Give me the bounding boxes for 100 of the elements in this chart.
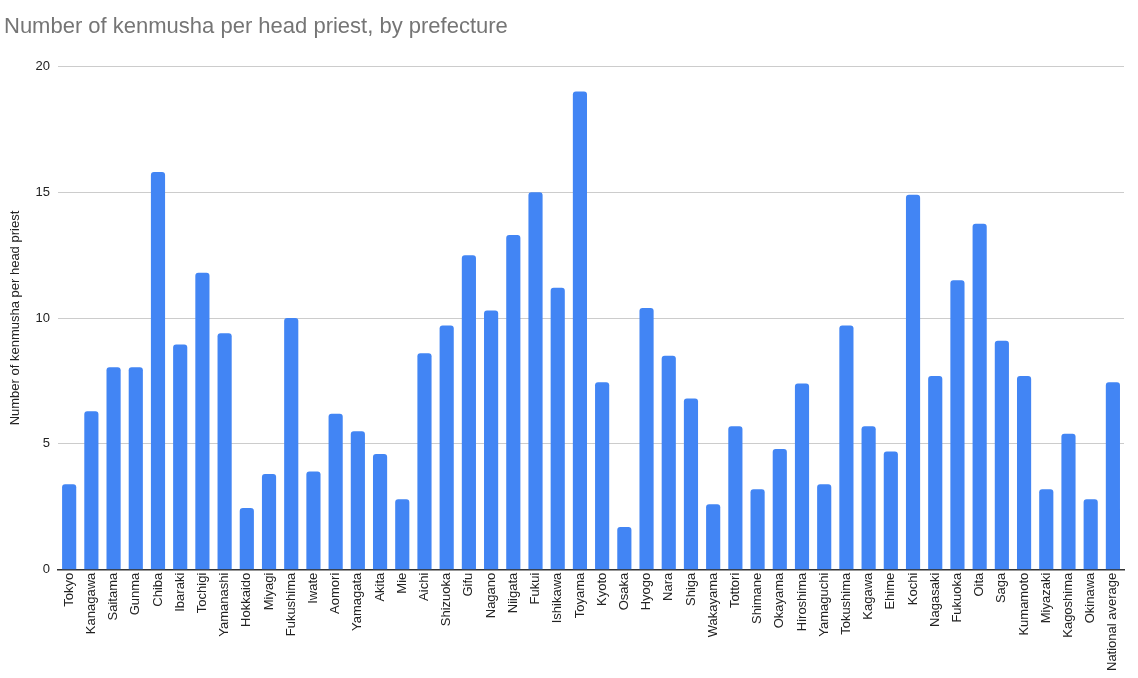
x-tick-label: Osaka	[615, 571, 631, 611]
bar	[572, 91, 588, 570]
x-tick-label: Kochi	[904, 572, 920, 606]
x-tick-label: Wakayama	[704, 571, 720, 638]
x-tick-label: Iwate	[305, 572, 321, 604]
x-tick-label: Shizuoka	[438, 571, 454, 627]
bar	[239, 508, 254, 570]
bar	[306, 471, 321, 570]
bar	[284, 318, 299, 570]
bar	[417, 353, 432, 570]
bar	[550, 287, 565, 570]
x-tick-label: Miyagi	[260, 572, 276, 611]
bar	[839, 325, 854, 570]
x-tick-label: Mie	[393, 572, 409, 594]
bar	[1016, 375, 1032, 570]
x-tick-label: Ishikawa	[549, 571, 565, 624]
bar	[106, 367, 121, 570]
bar	[750, 489, 765, 570]
y-tick-label: 5	[42, 435, 51, 451]
x-tick-label: Kumamoto	[1015, 572, 1031, 636]
bar	[1061, 433, 1076, 570]
bar	[439, 325, 454, 570]
x-tick-label: Toyama	[571, 571, 587, 619]
bar	[506, 235, 521, 570]
x-tick-label: Hiroshima	[793, 571, 809, 632]
x-tick-label: Aomori	[327, 572, 343, 614]
bar	[328, 413, 343, 570]
bar	[772, 448, 787, 570]
x-tick-label: National average	[1104, 572, 1120, 672]
bar	[461, 255, 476, 570]
bar	[528, 192, 543, 570]
bar	[817, 484, 832, 570]
x-tick-label: Ehime	[882, 572, 898, 610]
bar	[950, 280, 965, 570]
x-tick-label: Nagasaki	[926, 572, 942, 627]
bar	[905, 194, 921, 570]
bar	[1105, 382, 1120, 570]
x-tick-label: Gunma	[127, 571, 143, 616]
bar	[928, 375, 943, 570]
x-tick-label: Yamanashi	[216, 572, 232, 637]
bar	[128, 367, 143, 570]
bar	[617, 526, 632, 570]
x-tick-label: Kyoto	[593, 572, 609, 606]
bar	[994, 340, 1009, 570]
x-tick-label: Ibaraki	[171, 572, 187, 612]
x-tick-label: Kagoshima	[1060, 571, 1076, 638]
bar	[1083, 499, 1098, 570]
x-tick-label: Okayama	[771, 571, 787, 629]
x-tick-label: Akita	[371, 571, 387, 602]
bar	[62, 484, 77, 570]
y-tick-label: 20	[35, 57, 51, 73]
bar	[372, 453, 388, 570]
bar	[1039, 489, 1054, 570]
bar	[395, 499, 410, 570]
x-tick-label: Fukushima	[282, 571, 298, 637]
bar	[883, 451, 898, 570]
bar	[639, 307, 654, 570]
x-tick-label: Tottori	[726, 572, 742, 609]
y-tick-label: 10	[35, 309, 51, 325]
bar	[683, 398, 699, 570]
x-tick-label: Fukuoka	[949, 571, 965, 623]
x-tick-label: Shimane	[749, 572, 765, 625]
x-tick-label: Kanagawa	[82, 571, 98, 635]
x-tick-label: Fukui	[527, 572, 543, 605]
bar	[728, 426, 743, 570]
x-tick-label: Nara	[660, 571, 676, 601]
bar	[150, 172, 166, 570]
x-tick-label: Yamaguchi	[815, 572, 831, 637]
bar	[484, 310, 499, 570]
x-tick-label: Okinawa	[1082, 571, 1098, 624]
chart-title: Number of kenmusha per head priest, by prefecture	[4, 13, 508, 39]
x-tick-label: Oita	[971, 571, 987, 597]
x-tick-label: Hokkaido	[238, 572, 254, 627]
x-tick-label: Gifu	[460, 572, 476, 597]
bar	[350, 431, 365, 570]
y-tick-label: 0	[42, 561, 51, 577]
bar	[173, 344, 188, 570]
x-tick-label: Saga	[993, 571, 1009, 604]
bar	[794, 383, 810, 570]
bar	[861, 426, 876, 570]
y-tick-label: 15	[35, 183, 51, 199]
x-tick-label: Aichi	[416, 572, 432, 601]
bar	[972, 223, 987, 570]
bar	[84, 411, 99, 570]
x-tick-label: Shiga	[682, 571, 698, 606]
x-tick-label: Tokyo	[60, 572, 76, 607]
x-tick-label: Saitama	[105, 571, 121, 621]
bar	[661, 355, 676, 570]
x-tick-label: Niigata	[504, 571, 520, 614]
y-axis-title: Number of kenmusha per head priest	[7, 210, 23, 426]
x-tick-label: Chiba	[149, 571, 165, 607]
bar	[217, 333, 232, 570]
x-tick-label: Nagano	[482, 572, 498, 619]
x-tick-label: Hyogo	[638, 572, 654, 611]
bar	[195, 272, 210, 570]
x-tick-label: Tokushima	[837, 571, 853, 635]
bar	[595, 382, 610, 570]
x-tick-label: Tochigi	[193, 572, 209, 614]
bar	[261, 474, 277, 570]
bar	[706, 504, 721, 570]
